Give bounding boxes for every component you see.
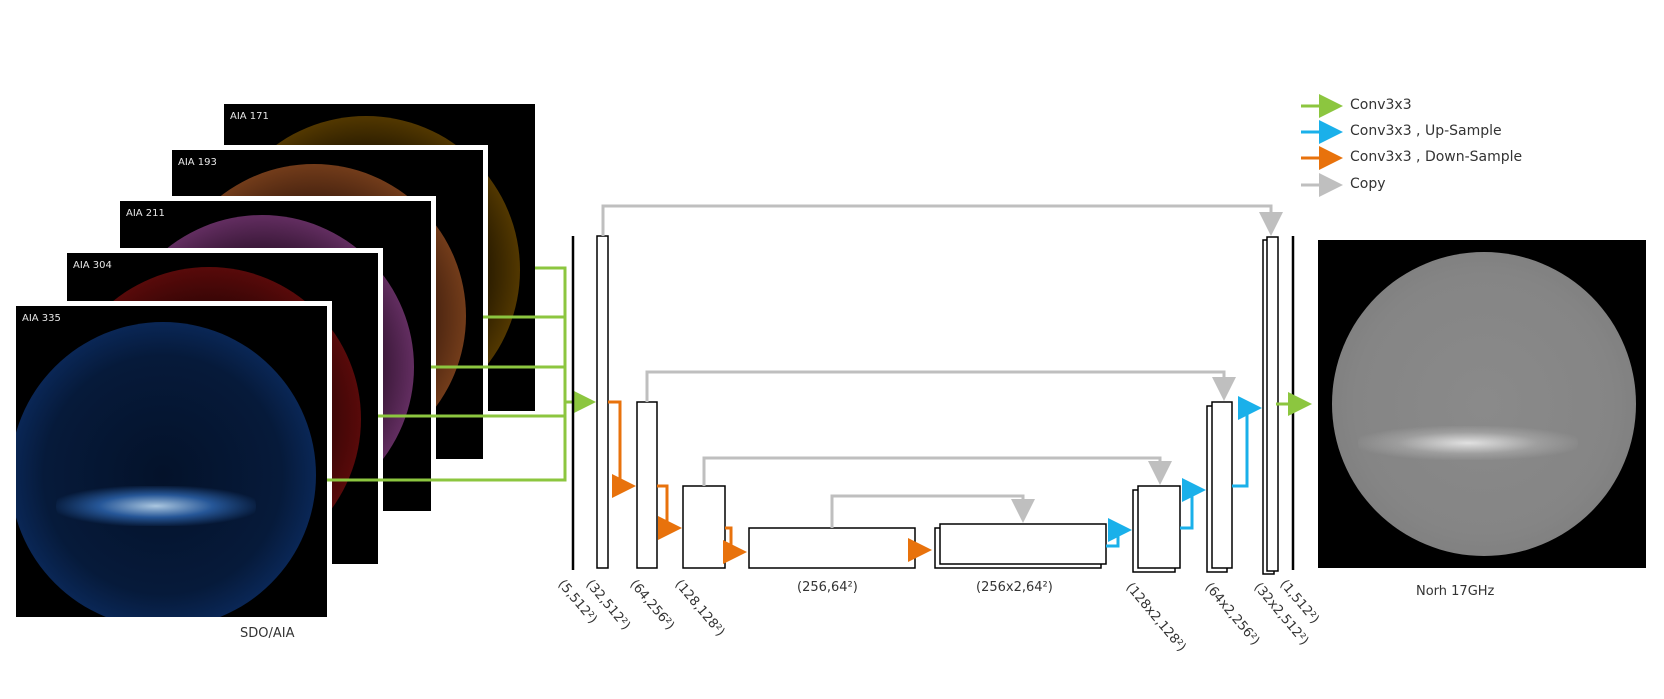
legend-label-up: Conv3x3 , Up-Sample bbox=[1350, 123, 1502, 139]
output-sun-disk bbox=[1332, 252, 1636, 556]
dim-label-l5: (256,64²) bbox=[797, 580, 858, 595]
connector-171 bbox=[535, 266, 567, 402]
dim-label-l6: (256x2,64²) bbox=[976, 580, 1053, 595]
input-caption: SDO/AIA bbox=[240, 626, 295, 641]
copy-l5-l6 bbox=[830, 494, 1035, 528]
down-arrow-2 bbox=[657, 484, 682, 540]
legend-label-down: Conv3x3 , Down-Sample bbox=[1350, 149, 1523, 165]
block-l3 bbox=[636, 401, 658, 569]
panel-label: AIA 193 bbox=[178, 157, 217, 168]
input-connectors bbox=[327, 266, 596, 482]
block-l8-front bbox=[1211, 401, 1233, 569]
up-arrow-3 bbox=[1232, 396, 1262, 488]
downsample-arrows bbox=[608, 400, 932, 564]
legend-label-copy: Copy bbox=[1350, 176, 1386, 192]
up-arrow-1 bbox=[1106, 518, 1132, 548]
connector-335 bbox=[327, 402, 567, 482]
output-caption: Norh 17GHz bbox=[1416, 584, 1495, 599]
copy-l4-l7 bbox=[702, 456, 1172, 486]
block-l7-front bbox=[1137, 485, 1181, 569]
panel-label: AIA 171 bbox=[230, 111, 269, 122]
upsample-arrows bbox=[1106, 396, 1262, 548]
block-l5 bbox=[748, 527, 916, 569]
block-l2 bbox=[596, 235, 609, 569]
down-arrow-3 bbox=[723, 526, 747, 564]
copy-connections bbox=[601, 204, 1283, 528]
legend-arrows bbox=[1301, 94, 1343, 197]
copy-l3-l8 bbox=[645, 370, 1236, 402]
output-image bbox=[1318, 240, 1646, 568]
output-bright-region bbox=[1358, 426, 1578, 460]
copy-l2-l9 bbox=[601, 204, 1283, 236]
panel-label: AIA 335 bbox=[22, 313, 61, 324]
block-l6-front bbox=[939, 523, 1107, 565]
active-region-335 bbox=[56, 486, 256, 526]
panel-aia-335: AIA 335 bbox=[16, 306, 327, 617]
sun-disk-335 bbox=[16, 322, 316, 617]
panel-label: AIA 304 bbox=[73, 260, 112, 271]
legend-label-conv: Conv3x3 bbox=[1350, 97, 1412, 113]
up-arrow-2 bbox=[1180, 478, 1206, 530]
block-l4 bbox=[682, 485, 726, 569]
down-arrow-1 bbox=[608, 400, 636, 498]
panel-label: AIA 211 bbox=[126, 208, 165, 219]
